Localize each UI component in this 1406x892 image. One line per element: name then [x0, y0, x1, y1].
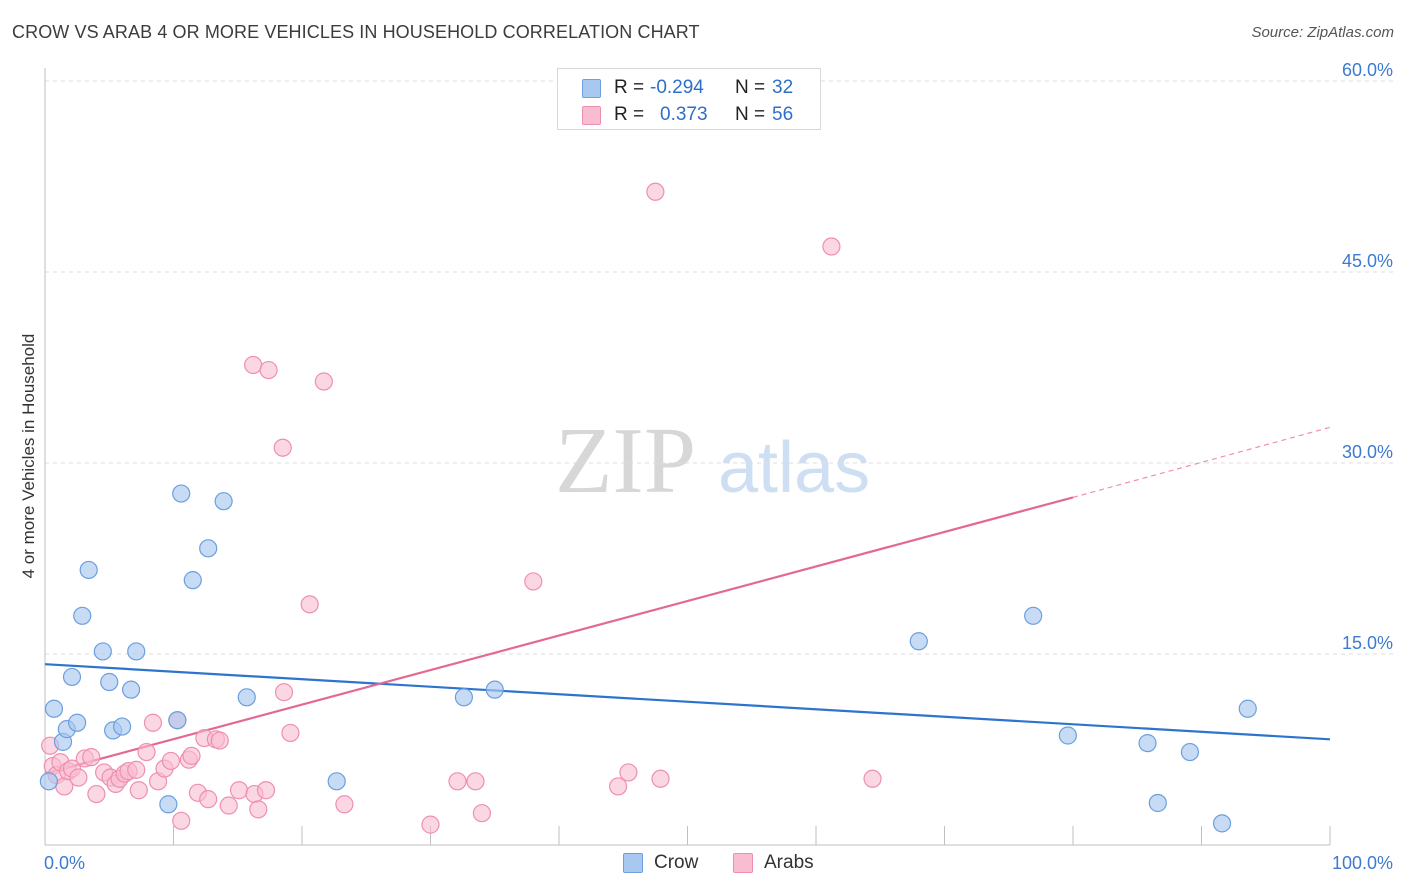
data-point-arab	[335, 795, 354, 814]
data-point-crow	[1138, 734, 1157, 753]
bottom-legend-label-arab: Arabs	[764, 852, 814, 873]
data-point-crow	[454, 688, 474, 707]
data-point-crow	[172, 484, 191, 503]
data-point-crow	[1148, 793, 1167, 813]
axis-labels: 15.0% 30.0% 45.0% 60.0% 0.0% 100.0% 4 or more …	[19, 60, 1393, 873]
legend-arab-r-value: 0.373	[660, 104, 708, 125]
data-point-crow	[93, 642, 112, 661]
data-point-arab	[651, 769, 670, 788]
legend-arab-n-value: 56	[772, 104, 794, 125]
data-point-crow	[1238, 699, 1257, 718]
data-point-arab	[229, 781, 249, 800]
data-point-crow	[68, 713, 87, 732]
data-point-arab	[863, 769, 882, 788]
trend-line-crow	[44, 663, 1331, 741]
data-point-arab	[172, 811, 191, 830]
legend-swatch-crow	[582, 79, 601, 98]
data-point-crow	[214, 492, 233, 511]
data-point-crow	[199, 539, 218, 558]
bottom-legend-label-crow: Crow	[654, 852, 699, 873]
data-point-arab	[244, 355, 263, 375]
data-point-arab	[619, 763, 638, 782]
data-point-crow	[485, 680, 504, 699]
data-point-crow	[121, 680, 141, 699]
correlation-legend: R = -0.294 N = 32 R = 0.373 N = 56	[557, 68, 821, 130]
data-point-arab	[822, 237, 841, 256]
y-axis-title: 4 or more Vehicles in Household	[19, 334, 38, 579]
data-point-crow	[127, 642, 146, 661]
data-point-crow	[183, 571, 202, 590]
data-point-arab	[274, 683, 294, 702]
y-tick-label: 45.0%	[1342, 251, 1393, 271]
data-point-arab	[137, 742, 156, 762]
data-point-crow	[1180, 742, 1200, 762]
data-point-arab	[210, 731, 229, 750]
data-point-arab	[524, 572, 543, 591]
legend-crow-r-value: -0.294	[650, 77, 704, 98]
data-point-arab	[143, 713, 163, 732]
data-point-crow	[112, 717, 132, 736]
x-tick-label-max: 100.0%	[1332, 853, 1393, 873]
legend-swatch-arab	[582, 106, 601, 125]
data-point-arab	[421, 815, 440, 834]
chart-source: Source: ZipAtlas.com	[1251, 24, 1394, 41]
watermark-zip: ZIP	[555, 409, 696, 513]
bottom-legend-swatch-crow	[623, 853, 643, 873]
data-point-arab	[87, 784, 106, 804]
data-point-arab	[646, 182, 665, 201]
data-point-arab	[199, 790, 218, 809]
data-point-arab	[219, 796, 238, 815]
trend-lines	[44, 426, 1331, 775]
y-tick-label: 15.0%	[1342, 633, 1393, 653]
axes	[44, 68, 1331, 846]
data-point-arab	[609, 777, 628, 796]
legend-arab-n-label: N =	[735, 104, 766, 125]
data-point-arab	[182, 746, 201, 765]
legend-crow-r-label: R =	[614, 77, 645, 98]
data-point-arab	[249, 800, 268, 819]
data-point-arab	[69, 768, 88, 787]
y-tick-label: 30.0%	[1342, 442, 1393, 462]
data-point-crow	[100, 672, 119, 692]
data-point-arab	[82, 748, 101, 767]
trend-line-arab	[44, 496, 1074, 775]
data-point-crow	[909, 632, 928, 651]
watermark: ZIP atlas	[555, 409, 870, 513]
data-point-arab	[314, 372, 333, 391]
legend-arab-r-label: R =	[614, 104, 645, 125]
data-point-crow	[237, 688, 256, 707]
data-point-arab	[472, 804, 491, 823]
data-point-arab	[259, 360, 278, 380]
data-point-arab	[300, 595, 319, 614]
data-point-arab	[256, 781, 276, 800]
data-points	[39, 182, 1257, 834]
data-point-crow	[1024, 606, 1043, 625]
legend-crow-n-value: 32	[772, 77, 794, 98]
data-point-crow	[168, 711, 187, 730]
watermark-atlas: atlas	[718, 428, 870, 508]
data-point-crow	[1212, 814, 1232, 833]
data-point-arab	[129, 781, 148, 800]
data-point-crow	[79, 560, 98, 580]
data-point-arab	[281, 723, 300, 743]
data-point-arab	[161, 751, 181, 771]
data-point-arab	[127, 760, 146, 779]
data-point-crow	[44, 699, 64, 718]
data-point-arab	[466, 772, 485, 791]
data-point-crow	[159, 795, 178, 814]
data-point-arab	[448, 772, 467, 791]
trend-line-arab-extension	[1072, 426, 1331, 498]
x-tick-label-min: 0.0%	[44, 853, 85, 873]
data-point-arab	[273, 438, 292, 457]
legend-crow-n-label: N =	[735, 77, 766, 98]
data-point-crow	[1058, 726, 1077, 745]
bottom-legend-swatch-arab	[733, 853, 753, 873]
y-tick-label: 60.0%	[1342, 60, 1393, 80]
data-point-crow	[39, 772, 58, 791]
chart-title: CROW VS ARAB 4 OR MORE VEHICLES IN HOUSE…	[12, 22, 700, 42]
data-point-crow	[73, 606, 92, 625]
data-point-crow	[62, 667, 82, 687]
data-point-crow	[327, 772, 346, 791]
